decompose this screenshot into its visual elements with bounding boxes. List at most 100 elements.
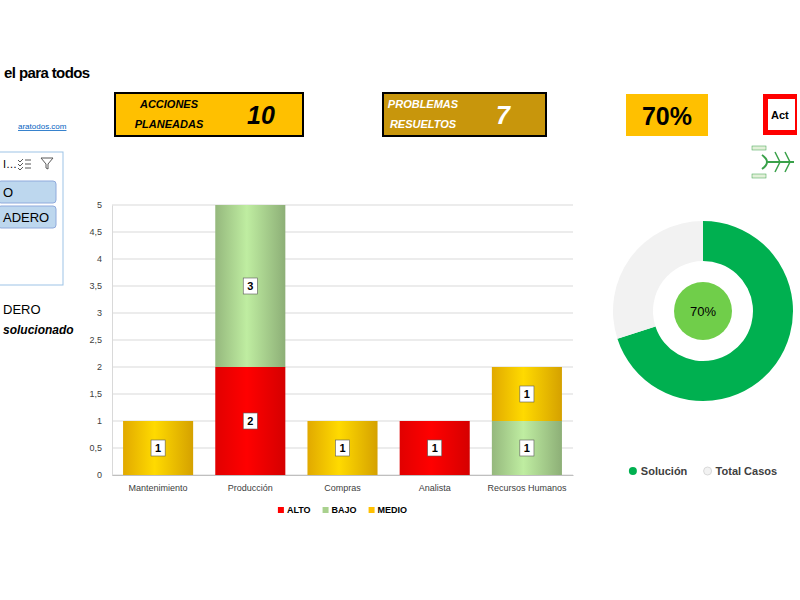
slicer-frame <box>0 152 63 285</box>
icon-box <box>752 174 766 178</box>
data-label-text: 1 <box>524 388 530 400</box>
slicer-item[interactable]: ADERO <box>3 210 49 225</box>
y-tick-label: 2 <box>97 362 102 372</box>
y-tick-label: 3 <box>97 308 102 318</box>
bar-segment <box>215 205 285 367</box>
kpi-box <box>383 93 546 136</box>
kpi-label: RESUELTOS <box>390 118 457 130</box>
y-tick-label: 0,5 <box>89 443 102 453</box>
data-label-box <box>428 440 442 456</box>
data-label-box <box>151 440 165 456</box>
x-tick-label: Compras <box>324 483 361 493</box>
slicer-title: I… <box>3 158 17 170</box>
legend-item: BAJO <box>323 505 357 515</box>
icon-line <box>25 160 31 161</box>
bar-segment <box>123 421 193 475</box>
kpi-label: ACCIONES <box>139 98 199 110</box>
y-tick-label: 1,5 <box>89 389 102 399</box>
note: DERO <box>3 302 41 317</box>
data-labels: 1231111 <box>151 278 534 456</box>
data-label-text: 2 <box>247 415 253 427</box>
x-tick: Analista <box>419 483 451 493</box>
kpi-box <box>115 93 303 136</box>
y-tick: 1 <box>97 416 102 426</box>
legend-label: MEDIO <box>378 505 408 515</box>
x-tick-label: Mantenimiento <box>129 483 188 493</box>
grid <box>112 205 573 475</box>
icon-check <box>18 167 23 170</box>
button-face[interactable] <box>768 99 795 130</box>
y-tick: 1,5 <box>89 389 102 399</box>
legend-label: Solución <box>641 465 688 477</box>
grid-line <box>112 205 573 206</box>
y-tick-label: 2,5 <box>89 335 102 345</box>
grid-line <box>112 232 573 233</box>
slicer-button[interactable] <box>0 206 56 228</box>
donut: 70% <box>613 221 793 401</box>
y-axis-line <box>112 206 113 476</box>
header-link[interactable]: aratodos.com <box>18 122 67 131</box>
x-tick: Compras <box>324 483 361 493</box>
kpi-value: 7 <box>496 101 511 129</box>
bar-segment <box>307 421 377 475</box>
slicer-button[interactable] <box>0 181 56 203</box>
data-label: 2 <box>243 413 257 429</box>
legend-label: ALTO <box>287 505 311 515</box>
grid-line <box>112 313 573 314</box>
button-border[interactable] <box>763 94 797 135</box>
y-tick: 0,5 <box>89 443 102 453</box>
legend: ALTO BAJO MEDIO <box>278 505 407 515</box>
data-label: 1 <box>335 440 349 456</box>
x-axis: MantenimientoProducciónComprasAnalistaRe… <box>113 476 574 494</box>
y-tick-label: 4 <box>97 254 102 264</box>
y-tick-label: 5 <box>97 200 102 210</box>
legend-swatch <box>323 507 329 513</box>
legend-item: Total Casos <box>704 465 778 477</box>
bar-segment <box>215 367 285 475</box>
y-tick: 5 <box>97 200 102 210</box>
y-axis: 0 0,5 1 1,5 2 2,5 3 3,5 4 4,5 5 <box>89 200 112 480</box>
data-label: 1 <box>520 440 534 456</box>
data-label: 1 <box>520 386 534 402</box>
slicer: I… O ADERO <box>0 152 63 285</box>
kpi-card: PROBLEMASRESUELTOS7 <box>383 93 546 136</box>
legend-item: ALTO <box>278 505 311 515</box>
data-label-text: 1 <box>524 442 530 454</box>
legend-swatch <box>369 507 375 513</box>
y-tick: 4,5 <box>89 227 102 237</box>
y-tick: 3,5 <box>89 281 102 291</box>
icon-filter <box>41 158 53 169</box>
y-tick-label: 0 <box>97 470 102 480</box>
data-label-box <box>520 440 534 456</box>
legend-swatch <box>278 507 284 513</box>
y-tick-label: 3,5 <box>89 281 102 291</box>
kpi-box <box>626 94 708 136</box>
update-button[interactable]: Act <box>763 94 797 135</box>
bar-segment <box>492 421 562 475</box>
data-label-box <box>243 413 257 429</box>
legend-swatch <box>629 467 637 475</box>
data-label-box <box>335 440 349 456</box>
bar-segment <box>492 367 562 421</box>
legend-label: BAJO <box>332 505 357 515</box>
bar-segment <box>400 421 470 475</box>
data-label-box <box>243 278 257 294</box>
y-tick: 2,5 <box>89 335 102 345</box>
kpi-card: ACCIONESPLANEADAS10 <box>115 93 303 136</box>
legend: Solución Total Casos <box>629 465 777 477</box>
button-label[interactable]: Act <box>771 109 789 121</box>
kpi-value: 70% <box>642 102 692 130</box>
y-tick-label: 4,5 <box>89 227 102 237</box>
legend-swatch <box>704 467 712 475</box>
y-tick-label: 1 <box>97 416 102 426</box>
donut-annotation: 70% <box>690 304 716 319</box>
legend-item: Solución <box>629 465 688 477</box>
icon-box <box>752 146 766 150</box>
icon-check <box>18 163 23 166</box>
x-tick: Mantenimiento <box>129 483 188 493</box>
y-tick: 0 <box>97 470 102 480</box>
kpi-value: 10 <box>247 101 275 129</box>
x-axis-line <box>113 475 574 476</box>
icon-bones <box>775 152 790 172</box>
slicer-item[interactable]: O <box>3 185 13 200</box>
